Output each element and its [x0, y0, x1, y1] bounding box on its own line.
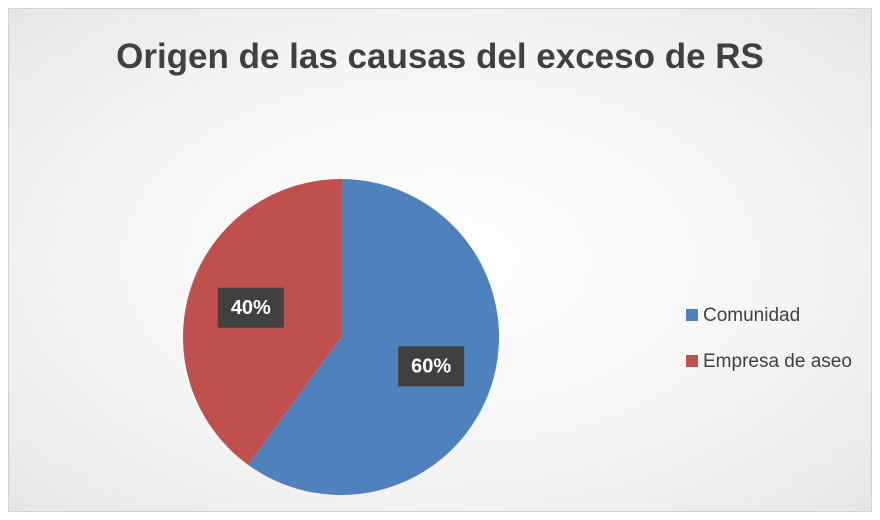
data-label: 40%: [231, 297, 271, 319]
legend-swatch: [686, 309, 698, 321]
pie-slice: [248, 179, 500, 495]
data-label: 60%: [411, 356, 451, 378]
chart-title: Origen de las causas del exceso de RS: [116, 37, 764, 76]
legend-label: Comunidad: [703, 305, 800, 326]
legend-label: Empresa de aseo: [703, 351, 852, 372]
legend-swatch: [686, 355, 698, 367]
data-label-box: [217, 287, 284, 328]
data-label-box: [398, 346, 465, 387]
